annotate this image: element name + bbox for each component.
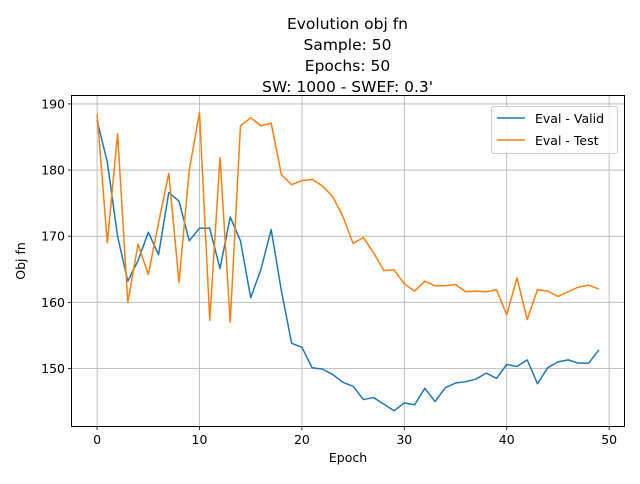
legend-label-eval-test: Eval - Test [535,133,599,148]
x-tick-label: 30 [396,432,412,447]
x-tick-label: 10 [192,432,208,447]
x-axis-label: Epoch [329,450,367,465]
chart-title-line-2: Sample: 50 [304,36,392,54]
legend-label-eval-valid: Eval - Valid [535,111,604,126]
chart-title-line-1: Evolution obj fn [287,15,408,33]
y-tick-label: 170 [41,229,65,244]
chart-title-line-3: Epochs: 50 [305,57,390,75]
x-tick-label: 0 [93,432,101,447]
x-tick-label: 50 [601,432,617,447]
x-tick-label: 20 [294,432,310,447]
y-tick-label: 190 [41,96,65,111]
series-lines [96,111,600,412]
chart-title-line-4: SW: 1000 - SWEF: 0.3' [262,78,433,96]
chart-title: Evolution obj fn Sample: 50 Epochs: 50 S… [262,15,433,96]
legend: Eval - Valid Eval - Test [491,106,618,154]
axis-ticks: 0 10 20 30 40 50 150 160 170 180 190 [41,96,617,447]
plot-area-frame [71,95,625,427]
series-line-eval-valid [96,120,600,412]
y-axis-label: Obj fn [13,242,28,280]
y-tick-label: 150 [41,361,65,376]
y-tick-label: 160 [41,295,65,310]
x-tick-label: 40 [499,432,515,447]
series-line-eval-test [96,111,600,323]
y-tick-label: 180 [41,163,65,178]
